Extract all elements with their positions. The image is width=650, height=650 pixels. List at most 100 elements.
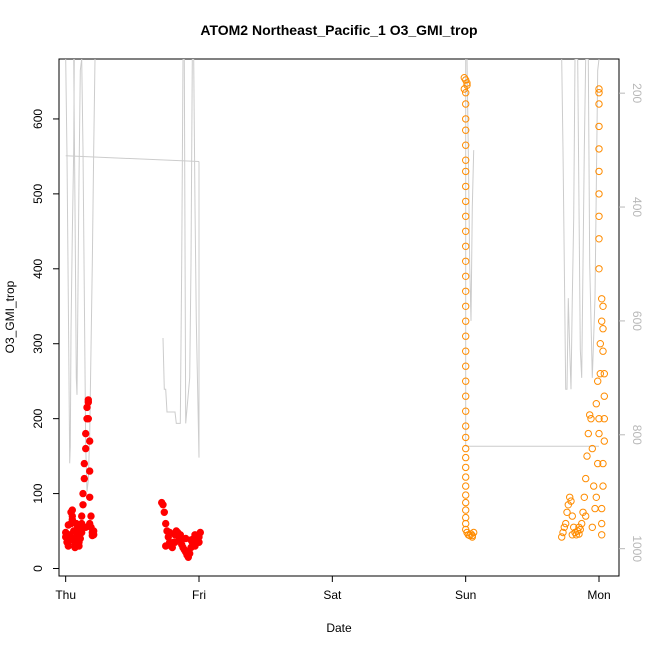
y-tick-label: 500	[31, 184, 45, 204]
data-point	[595, 89, 603, 97]
data-point	[462, 444, 470, 453]
data-point	[580, 493, 588, 501]
data-point	[78, 512, 86, 520]
data-point	[599, 459, 607, 468]
data-point	[598, 531, 606, 539]
data-point	[596, 370, 604, 378]
data-point	[600, 370, 608, 378]
pressure-trace-segment	[561, 59, 600, 390]
data-point	[462, 433, 470, 442]
data-point	[462, 115, 470, 123]
data-point	[462, 227, 470, 236]
data-point	[171, 538, 179, 546]
data-point	[598, 504, 606, 513]
data-point	[462, 332, 470, 340]
data-point	[462, 491, 470, 499]
data-point	[558, 533, 566, 541]
data-point	[591, 504, 599, 513]
data-point	[162, 542, 170, 550]
data-point	[462, 287, 470, 295]
data-point	[595, 100, 603, 108]
data-point	[586, 411, 594, 419]
data-point	[595, 85, 603, 93]
data-point	[582, 474, 590, 483]
data-point	[462, 482, 470, 490]
data-point	[463, 79, 471, 87]
y2-tick-label: 1000	[630, 535, 644, 562]
data-point	[562, 519, 570, 528]
data-point	[462, 302, 470, 310]
data-point	[587, 415, 595, 423]
data-point	[595, 212, 603, 221]
data-point	[567, 497, 575, 505]
data-point	[82, 444, 90, 453]
data-point	[84, 415, 93, 423]
data-point	[599, 347, 607, 355]
pressure-trace-segment	[466, 59, 475, 321]
data-point	[462, 362, 470, 370]
pressure-trace-segment	[162, 59, 200, 458]
data-point	[595, 235, 603, 243]
pressure-trace-segment	[73, 59, 83, 395]
y-axis: 0 100 200 300 400 500 600	[31, 109, 59, 572]
data-point	[462, 167, 470, 176]
y2-tick-label: 200	[630, 83, 644, 103]
x-tick-label: Sat	[323, 588, 342, 602]
data-point	[568, 531, 576, 539]
y-tick-label: 400	[31, 258, 45, 278]
data-point	[90, 531, 98, 539]
data-point	[598, 317, 606, 325]
data-point	[79, 489, 87, 498]
data-point	[566, 493, 574, 501]
data-point	[462, 89, 470, 97]
data-point	[470, 528, 478, 537]
data-point	[599, 482, 607, 490]
data-point	[84, 398, 93, 406]
data-point	[559, 528, 567, 537]
data-point	[588, 444, 596, 453]
data-point	[582, 512, 590, 520]
data-point	[187, 536, 195, 544]
data-point	[575, 523, 583, 531]
pressure-trace-segment	[65, 59, 75, 464]
data-point	[76, 534, 85, 543]
data-point	[598, 519, 606, 528]
data-point	[560, 523, 568, 531]
chart-title: ATOM2 Northeast_Pacific_1 O3_GMI_trop	[200, 22, 477, 38]
data-point	[588, 523, 596, 531]
pressure-trace	[65, 59, 600, 492]
data-point	[462, 453, 470, 462]
data-point	[462, 317, 470, 325]
data-point	[462, 473, 470, 481]
data-point	[462, 126, 470, 134]
data-point	[462, 498, 470, 507]
data-point	[599, 325, 607, 333]
series-0	[61, 396, 205, 561]
data-point	[462, 377, 470, 385]
data-point	[583, 452, 591, 460]
data-point	[64, 542, 73, 550]
y-tick-label: 300	[31, 333, 45, 353]
data-point	[592, 400, 600, 408]
data-point	[568, 512, 576, 520]
data-point	[80, 459, 89, 468]
data-point	[86, 467, 94, 475]
data-point	[595, 167, 603, 176]
data-point	[468, 533, 476, 541]
x-tick-label: Fri	[192, 588, 206, 602]
data-series	[61, 74, 608, 561]
y2-tick-label: 600	[630, 311, 644, 331]
y2-tick-label: 800	[630, 425, 644, 445]
data-point	[64, 521, 73, 529]
data-point	[195, 538, 203, 546]
y-axis-label: O3_GMI_trop	[3, 280, 17, 353]
data-point	[462, 407, 470, 415]
data-point	[75, 542, 83, 550]
data-point	[462, 513, 470, 522]
data-point	[462, 212, 470, 221]
data-point	[595, 265, 603, 273]
y2-axis: 200 400 600 800 1000	[619, 83, 644, 562]
data-point	[68, 512, 77, 520]
data-point	[462, 100, 470, 108]
data-point	[72, 519, 81, 528]
